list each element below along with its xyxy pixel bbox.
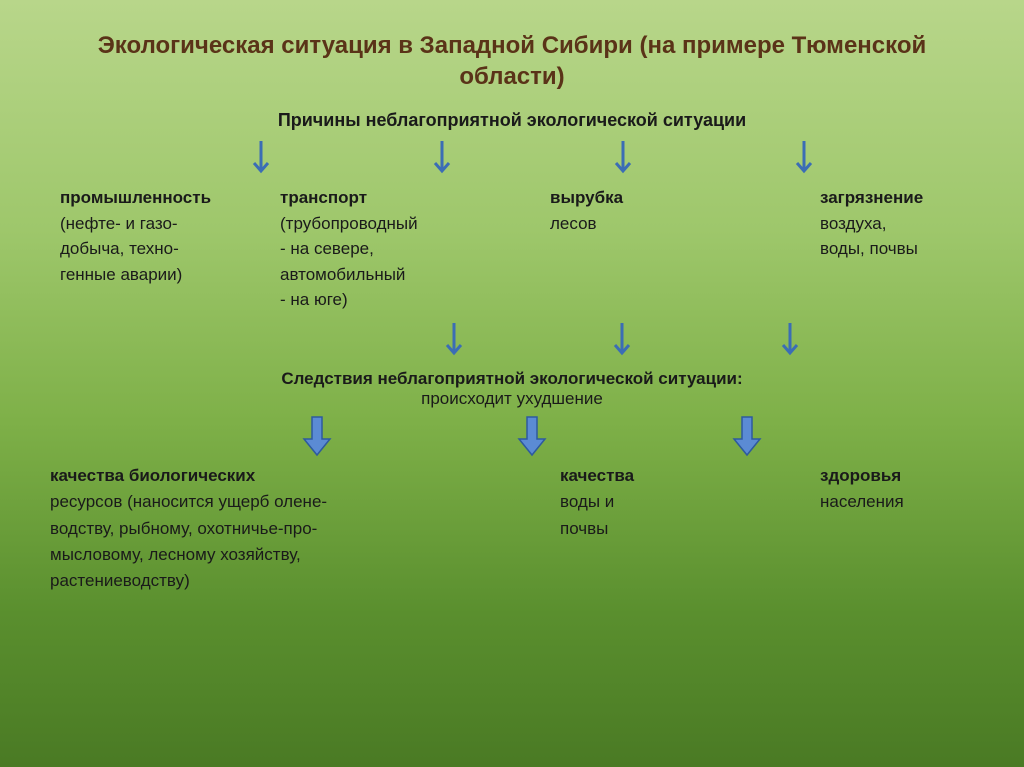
down-arrow-icon — [613, 139, 633, 179]
conseq-line: водству, рыбному, охотничье-про- — [50, 516, 490, 542]
cause-col-pollution: загрязнение воздуха, воды, почвы — [720, 185, 970, 313]
cause-col-industry: промышленность (нефте- и газо- добыча, т… — [50, 185, 280, 313]
conseq-line: ресурсов (наносится ущерб олене- — [50, 489, 490, 515]
cause-head: вырубка — [550, 185, 720, 211]
block-arrow-icon — [732, 415, 762, 457]
block-arrow-icon — [302, 415, 332, 457]
consequences-heading: Следствия неблагоприятной экологической … — [50, 369, 974, 389]
conseq-col-water: качества воды и почвы — [490, 463, 740, 595]
conseq-head: здоровья — [820, 463, 970, 489]
cause-line: - на юге) — [280, 287, 490, 313]
cause-head: транспорт — [280, 185, 490, 211]
cause-line: лесов — [550, 211, 720, 237]
cause-line: воздуха, — [820, 211, 970, 237]
down-arrow-icon — [780, 321, 800, 361]
arrows-mid-row — [50, 321, 974, 361]
conseq-head: качества биологических — [50, 463, 490, 489]
cause-col-deforestation: вырубка лесов — [490, 185, 720, 313]
cause-line: генные аварии) — [60, 262, 280, 288]
slide-title: Экологическая ситуация в Западной Сибири… — [50, 30, 974, 92]
cause-line: добыча, техно- — [60, 236, 280, 262]
conseq-line: воды и — [560, 489, 740, 515]
causes-columns: промышленность (нефте- и газо- добыча, т… — [50, 185, 974, 313]
consequences-columns: качества биологических ресурсов (наносит… — [50, 463, 974, 595]
cause-line: воды, почвы — [820, 236, 970, 262]
down-arrow-icon — [251, 139, 271, 179]
conseq-line: почвы — [560, 516, 740, 542]
conseq-col-bio: качества биологических ресурсов (наносит… — [50, 463, 490, 595]
arrows-conseq-row — [50, 415, 974, 457]
conseq-col-health: здоровья населения — [740, 463, 970, 595]
cause-head: промышленность — [60, 185, 280, 211]
conseq-head: качества — [560, 463, 740, 489]
down-arrow-icon — [432, 139, 452, 179]
slide: Экологическая ситуация в Западной Сибири… — [0, 0, 1024, 625]
cause-line: (нефте- и газо- — [60, 211, 280, 237]
conseq-line: населения — [820, 489, 970, 515]
cause-col-transport: транспорт (трубопроводный - на севере, а… — [280, 185, 490, 313]
causes-heading: Причины неблагоприятной экологической си… — [50, 110, 974, 131]
cause-line: - на севере, — [280, 236, 490, 262]
down-arrow-icon — [444, 321, 464, 361]
cause-line: (трубопроводный — [280, 211, 490, 237]
down-arrow-icon — [612, 321, 632, 361]
cause-head: загрязнение — [820, 185, 970, 211]
down-arrow-icon — [794, 139, 814, 179]
block-arrow-icon — [517, 415, 547, 457]
conseq-line: мысловому, лесному хозяйству, — [50, 542, 490, 568]
consequences-subheading: происходит ухудшение — [50, 389, 974, 409]
arrows-causes-row — [50, 139, 974, 179]
conseq-line: растениеводству) — [50, 568, 490, 594]
cause-line: автомобильный — [280, 262, 490, 288]
